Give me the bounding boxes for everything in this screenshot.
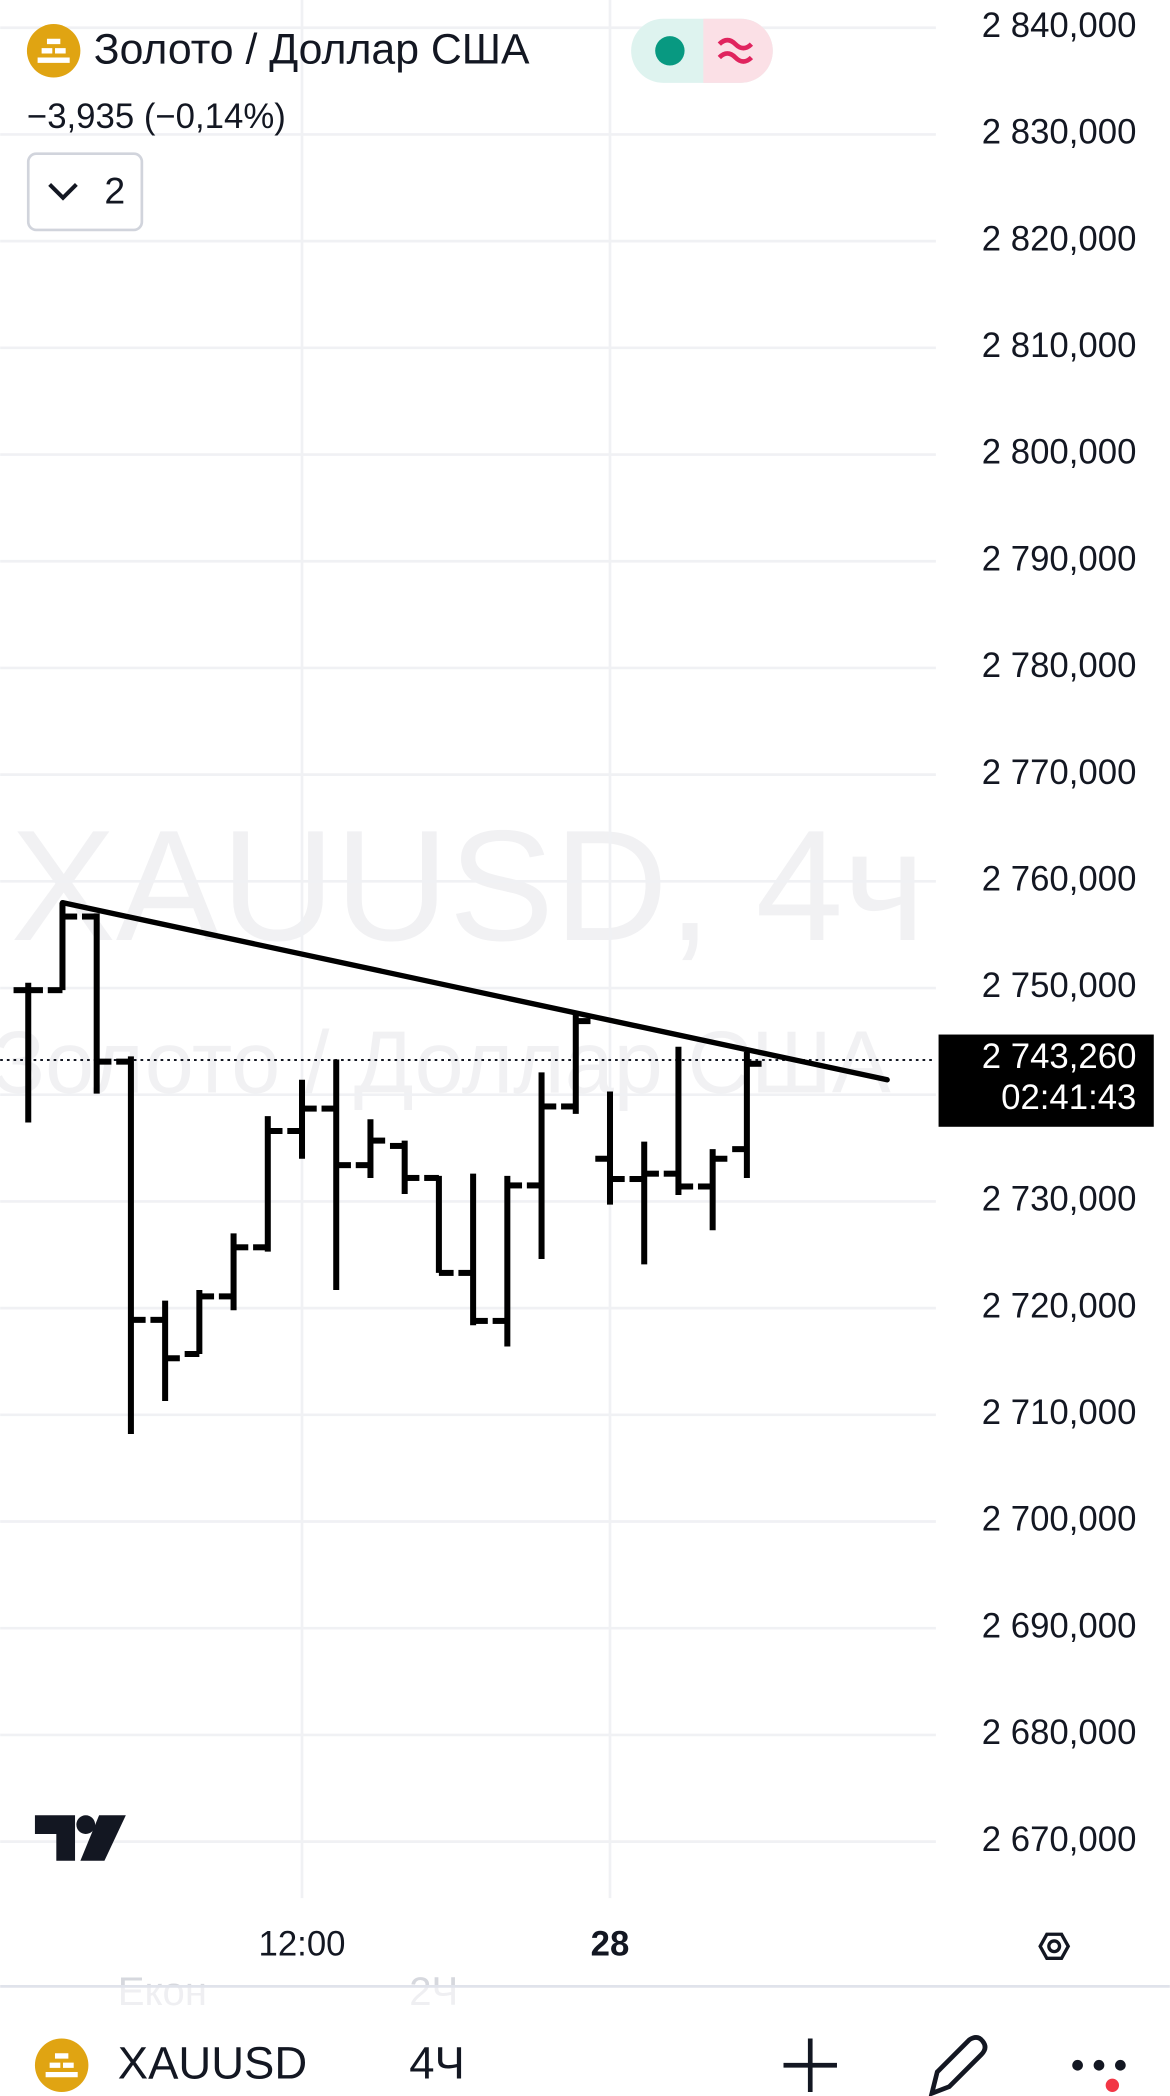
ohlc-bar (253, 1116, 283, 1252)
symbol-icon (34, 2038, 89, 2092)
notification-dot (1105, 2078, 1120, 2092)
symbol-name[interactable]: Золото / Доллар США (94, 25, 530, 73)
axis-settings[interactable] (1038, 1932, 1071, 1960)
y-tick-label: 2 770,000 (982, 754, 1137, 792)
ohlc-bar (663, 1046, 694, 1196)
ohlc-bar (492, 1175, 523, 1347)
y-tick-label: 2 830,000 (982, 114, 1137, 152)
ohlc-bar (389, 1140, 420, 1194)
plot-area: XAUUSD, 4ч Золото / Доллар США 2 670,000 2 … (0, 0, 1154, 1963)
logo-part (76, 1815, 96, 1834)
ohlc-bar (287, 1079, 317, 1159)
y-tick-label: 2 670,000 (982, 1821, 1137, 1859)
ohlc-bar (595, 1091, 625, 1205)
more-dot (1115, 2059, 1126, 2071)
y-tick-label: 2 780,000 (982, 647, 1137, 685)
toolbar-bg (0, 1986, 1170, 2096)
y-tick-label: 2 840,000 (982, 7, 1137, 45)
ohlc-bar (81, 913, 112, 1094)
draw-button[interactable] (928, 2035, 988, 2096)
y-tick-label: 2 790,000 (982, 540, 1137, 578)
ohlc-bar (150, 1300, 180, 1401)
more-dot[interactable] (1072, 2059, 1083, 2071)
y-tick-label: 2 700,000 (982, 1501, 1137, 1539)
x-tick-label: 12:00 (259, 1925, 346, 1963)
price-change: −3,935 (−0,14%) (27, 98, 286, 136)
indicators-count: 2 (104, 170, 125, 212)
more-dot (1093, 2059, 1105, 2071)
ohlc-bar (218, 1233, 249, 1311)
toolbar-symbol[interactable]: XAUUSD (118, 2038, 307, 2089)
ohlc-bar (526, 1072, 557, 1260)
y-tick-label: 2 720,000 (982, 1287, 1137, 1325)
ohlc-bar (116, 1056, 146, 1435)
symbol-icon (26, 24, 81, 78)
y-tick-label: 2 800,000 (982, 434, 1137, 472)
axis-settings-dot (1047, 1939, 1062, 1954)
status-pill-right (703, 18, 773, 83)
ohlc-bar (697, 1149, 728, 1231)
chevron-icon (48, 183, 78, 201)
ohlc-bar (732, 1052, 762, 1178)
symbol-icon-bars (45, 2053, 78, 2078)
ohlc-bar (458, 1173, 488, 1326)
ohlc-bar (424, 1174, 454, 1276)
last-price-label: 2 743,260 (982, 1038, 1137, 1076)
toolbar: Екон 2Ч XAUUSD 4Ч (0, 1970, 1170, 2096)
symbol-icon-bars (37, 38, 70, 63)
y-tick-label: 2 730,000 (982, 1181, 1137, 1219)
x-tick-label: 28 (591, 1925, 630, 1963)
tv-logo (34, 1815, 126, 1861)
y-tick-label: 2 710,000 (982, 1394, 1137, 1432)
add-button[interactable] (783, 2038, 837, 2092)
y-tick-label: 2 810,000 (982, 327, 1137, 365)
trend-line[interactable] (59, 899, 890, 1083)
ohlc-bar (13, 982, 43, 1123)
ohlc-bar (321, 1059, 351, 1290)
indicators-toggle[interactable] (26, 152, 144, 232)
y-tick-label: 2 680,000 (982, 1714, 1137, 1752)
y-tick-label: 2 750,000 (982, 967, 1137, 1005)
market-open-dot (655, 36, 685, 66)
delayed-icon (717, 37, 754, 64)
header: Золото / Доллар США −3,935 (−0,14%) 2 (26, 18, 773, 232)
ohlc-bar (629, 1141, 659, 1265)
ohlc-bar (47, 902, 78, 994)
y-tick-label: 2 820,000 (982, 220, 1137, 258)
logo-part (80, 1815, 126, 1861)
ohlc-bar (184, 1289, 215, 1358)
ohlc-bar (355, 1119, 386, 1178)
y-tick-label: 2 760,000 (982, 861, 1137, 899)
watermark: XAUUSD, 4ч (11, 798, 926, 974)
countdown: 02:41:43 (1001, 1079, 1136, 1117)
y-tick-label: 2 690,000 (982, 1607, 1137, 1645)
toolbar-interval[interactable]: 4Ч (409, 2038, 465, 2089)
logo-part (34, 1815, 76, 1861)
ohlc-bar (561, 1014, 591, 1114)
last-price-bg (938, 1034, 1154, 1127)
